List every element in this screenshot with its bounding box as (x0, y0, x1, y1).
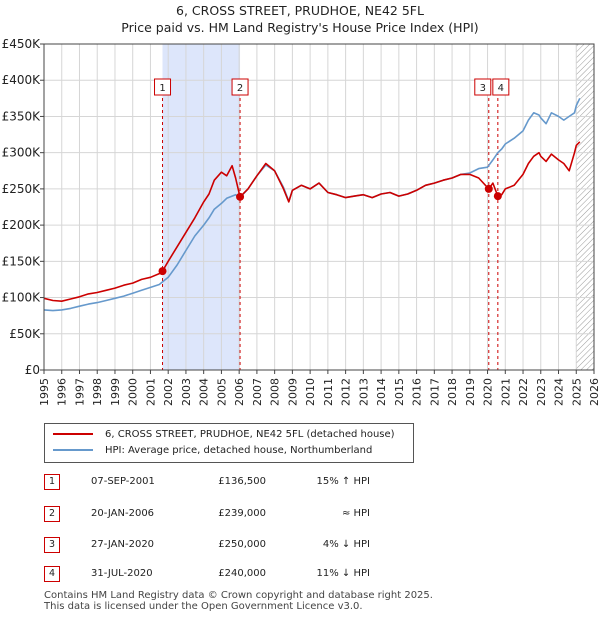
transaction-hpi-comparison: 4% ↓ HPI (322, 539, 370, 550)
x-tick-label: 2006 (233, 378, 246, 406)
footer-licence: This data is licensed under the Open Gov… (44, 601, 363, 612)
transaction-price: £239,000 (218, 508, 266, 519)
price-chart: 1 2 3 4 £0 £50K £100K £150K £200K £250K £300K £350… (2, 37, 600, 406)
x-tick-label: 2007 (251, 378, 264, 406)
legend-item-hpi: HPI: Average price, detached house, Nort… (53, 444, 372, 458)
y-tick-label: £150K (2, 254, 42, 268)
transaction-number: 4 (44, 566, 60, 582)
marker-label: 4 (498, 83, 504, 94)
x-tick-label: 2011 (322, 378, 335, 406)
x-tick-label: 2020 (482, 378, 495, 406)
legend-swatch-property (53, 433, 93, 435)
x-tick-label: 2016 (411, 378, 424, 406)
transaction-row: 3 27-JAN-2020 £250,000 4% ↓ HPI (44, 537, 444, 553)
y-tick-label: £50K (9, 327, 41, 341)
property-series-line (43, 141, 581, 303)
x-tick-label: 1999 (109, 378, 122, 406)
marker-2: 2 (231, 78, 249, 96)
chart-title: 6, CROSS STREET, PRUDHOE, NE42 5FL (176, 3, 424, 18)
marker-box (231, 78, 249, 96)
x-tick-label: 2023 (535, 378, 548, 406)
transaction-hpi-comparison: 11% ↓ HPI (316, 568, 370, 579)
transaction-row: 2 20-JAN-2006 £239,000 ≈ HPI (44, 506, 444, 522)
x-tick-label: 2004 (198, 378, 211, 406)
marker-label: 1 (159, 83, 165, 94)
y-tick-label: £200K (2, 218, 42, 232)
chart-legend: 6, CROSS STREET, PRUDHOE, NE42 5FL (deta… (44, 423, 414, 463)
x-tick-label: 1997 (73, 378, 86, 406)
x-tick-label: 2026 (588, 378, 600, 406)
transaction-date: 31-JUL-2020 (91, 568, 153, 579)
marker-box (492, 78, 510, 96)
chart-subtitle: Price paid vs. HM Land Registry's House … (121, 20, 479, 35)
x-tick-label: 2008 (269, 378, 282, 406)
x-tick-label: 2018 (446, 378, 459, 406)
marker-box (474, 78, 492, 96)
y-tick-label: £100K (2, 291, 42, 305)
x-tick-label: 1996 (56, 378, 69, 406)
x-tick-label: 2005 (215, 378, 228, 406)
transaction-number: 2 (44, 506, 60, 522)
x-tick-label: 2019 (464, 378, 477, 406)
y-tick-label: £400K (2, 73, 42, 87)
transaction-number: 1 (44, 474, 60, 490)
transaction-hpi-comparison: ≈ HPI (341, 508, 370, 519)
marker-label: 2 (237, 83, 243, 94)
legend-item-property: 6, CROSS STREET, PRUDHOE, NE42 5FL (deta… (53, 428, 395, 442)
transaction-number: 3 (44, 537, 60, 553)
plot-area (44, 44, 594, 370)
transaction-hpi-comparison: 15% ↑ HPI (316, 476, 370, 487)
y-tick-label: £250K (2, 182, 42, 196)
x-tick-label: 2021 (499, 378, 512, 406)
future-hatch (576, 44, 594, 370)
transaction-date: 27-JAN-2020 (91, 539, 155, 550)
x-tick-label: 2012 (340, 378, 353, 406)
x-tick-label: 2003 (180, 378, 193, 406)
y-tick-label: £0 (25, 363, 40, 377)
x-tick-label: 1998 (91, 378, 104, 406)
sale-point (493, 192, 502, 201)
marker-1: 1 (154, 78, 172, 96)
legend-label-property: 6, CROSS STREET, PRUDHOE, NE42 5FL (deta… (105, 429, 395, 440)
legend-label-hpi: HPI: Average price, detached house, Nort… (105, 445, 373, 456)
x-tick-label: 2017 (428, 378, 441, 406)
x-tick-label: 2014 (375, 378, 388, 406)
sale-point (484, 184, 493, 193)
y-tick-label: £300K (2, 146, 42, 160)
transaction-row: 1 07-SEP-2001 £136,500 15% ↑ HPI (44, 474, 444, 490)
marker-box (154, 78, 172, 96)
transaction-price: £250,000 (218, 539, 266, 550)
marker-4: 4 (492, 78, 510, 96)
transaction-row: 4 31-JUL-2020 £240,000 11% ↓ HPI (44, 566, 444, 582)
legend-swatch-hpi (53, 449, 93, 451)
x-tick-label: 2013 (357, 378, 370, 406)
x-tick-label: 2009 (286, 378, 299, 406)
x-tick-label: 2015 (393, 378, 406, 406)
sale-point (236, 192, 245, 201)
transaction-date: 07-SEP-2001 (91, 476, 155, 487)
transaction-price: £240,000 (218, 568, 266, 579)
y-tick-label: £350K (2, 109, 42, 123)
marker-label: 3 (480, 83, 486, 94)
marker-3: 3 (474, 78, 492, 96)
plot-frame (43, 43, 595, 371)
x-tick-label: 2001 (144, 378, 157, 406)
x-tick-label: 1995 (38, 378, 51, 406)
x-tick-label: 2024 (553, 378, 566, 406)
transaction-date: 20-JAN-2006 (91, 508, 155, 519)
x-tick-label: 2025 (570, 378, 583, 406)
x-tick-label: 2010 (304, 378, 317, 406)
footer-copyright: Contains HM Land Registry data © Crown c… (44, 590, 433, 601)
transaction-price: £136,500 (218, 476, 266, 487)
x-tick-label: 2000 (127, 378, 140, 406)
x-tick-label: 2022 (517, 378, 530, 406)
x-tick-label: 2002 (162, 378, 175, 406)
y-tick-label: £450K (2, 37, 42, 51)
sale-point (158, 267, 167, 276)
